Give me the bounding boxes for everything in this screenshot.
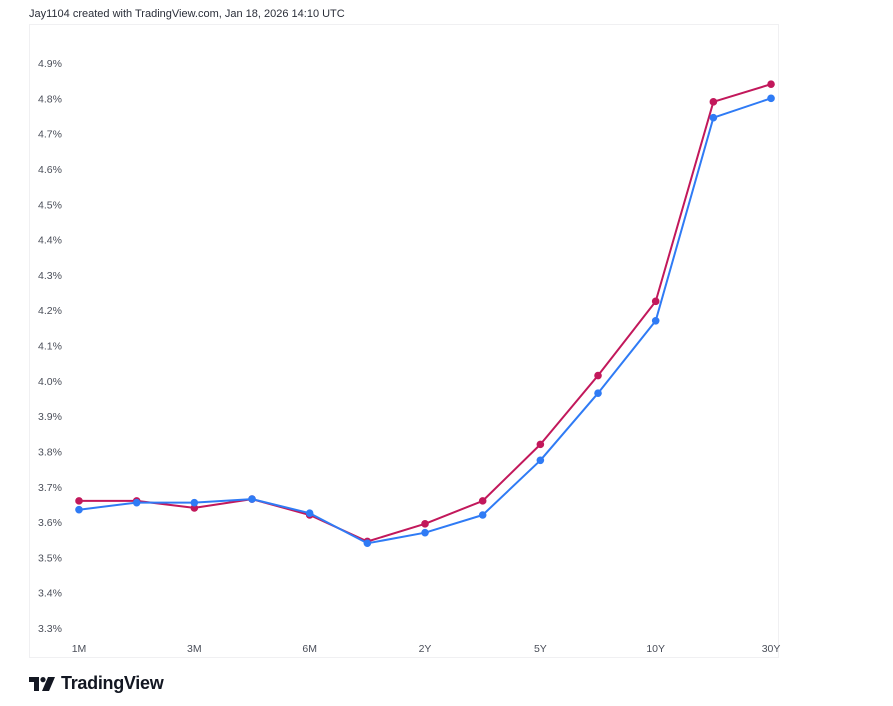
y-tick-label: 4.4% (38, 235, 62, 247)
y-tick-label: 3.4% (38, 588, 62, 600)
y-tick-label: 3.7% (38, 482, 62, 494)
data-point[interactable] (594, 389, 602, 397)
x-tick-label: 3M (187, 643, 202, 655)
y-tick-label: 4.2% (38, 305, 62, 317)
data-point[interactable] (190, 498, 199, 507)
y-tick-label: 4.6% (38, 164, 62, 176)
y-tick-label: 4.8% (38, 93, 62, 105)
x-tick-label: 6M (302, 643, 317, 655)
y-tick-label: 4.1% (38, 341, 62, 353)
data-point[interactable] (75, 505, 83, 514)
series-line (78, 97, 772, 545)
data-point[interactable] (536, 456, 545, 465)
data-point[interactable] (767, 94, 775, 103)
y-tick-label: 3.5% (38, 552, 62, 564)
data-point[interactable] (421, 520, 429, 528)
chart-caption: Jay1104 created with TradingView.com, Ja… (29, 8, 345, 20)
tradingview-logo-text: TradingView (61, 673, 164, 693)
data-point[interactable] (248, 495, 256, 503)
x-tick-label: 5Y (534, 643, 547, 655)
data-point[interactable] (594, 371, 602, 380)
y-tick-label: 4.3% (38, 270, 62, 282)
y-tick-label: 3.8% (38, 446, 62, 458)
x-axis: 1M 3M 6M 2Y 5Y 10Y 30Y (72, 643, 781, 655)
y-tick-label: 4.5% (38, 199, 62, 211)
x-tick-label: 10Y (646, 643, 665, 655)
data-point[interactable] (651, 316, 660, 325)
y-tick-label: 4.7% (38, 129, 62, 141)
x-tick-label: 1M (72, 643, 87, 655)
tradingview-logo[interactable]: TradingView (29, 673, 164, 694)
plot-lines (75, 80, 775, 548)
data-point[interactable] (421, 528, 429, 537)
y-tick-label: 3.3% (38, 623, 62, 635)
series-2 (75, 94, 775, 548)
data-point[interactable] (478, 497, 487, 505)
tradingview-logo-icon (29, 676, 55, 691)
x-tick-label: 2Y (419, 643, 432, 655)
data-point[interactable] (363, 539, 372, 548)
data-point[interactable] (709, 98, 718, 106)
y-tick-label: 3.9% (38, 411, 62, 423)
y-tick-label: 4.9% (38, 58, 62, 70)
data-point[interactable] (651, 297, 660, 306)
series-line (79, 83, 772, 543)
data-point[interactable] (75, 497, 83, 505)
data-point[interactable] (767, 80, 775, 88)
y-tick-label: 3.6% (38, 517, 62, 529)
y-axis: 4.9% 4.8% 4.7% 4.6% 4.5% 4.4% 4.3% 4.2% 4.1% 4.0%… (38, 58, 62, 635)
data-point[interactable] (305, 509, 314, 518)
chart-frame (29, 24, 779, 658)
data-point[interactable] (132, 498, 141, 507)
data-point[interactable] (190, 504, 199, 512)
data-point[interactable] (478, 511, 487, 519)
x-tick-label: 30Y (762, 643, 781, 655)
series-1 (75, 80, 775, 546)
y-tick-label: 4.0% (38, 376, 62, 388)
data-point[interactable] (536, 440, 545, 449)
data-point[interactable] (709, 113, 718, 122)
